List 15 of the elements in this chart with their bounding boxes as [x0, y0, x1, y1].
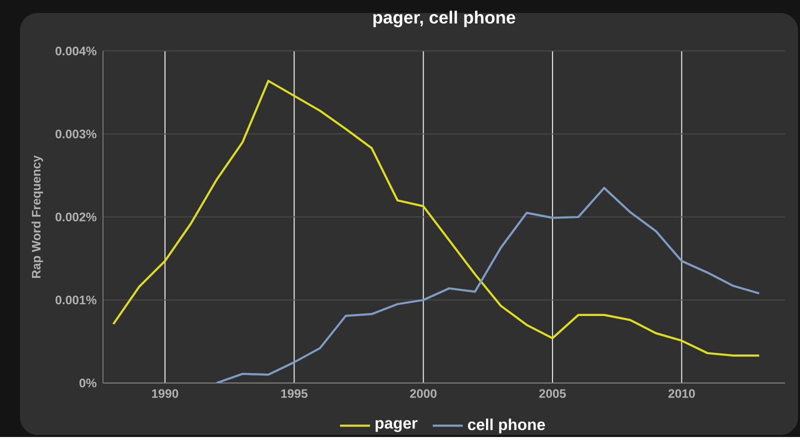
- legend-label: pager: [376, 420, 418, 432]
- y-tick-label: 0.001%: [56, 296, 96, 304]
- x-tick-label: 1995: [281, 389, 308, 398]
- x-tick-label: 2005: [539, 389, 566, 398]
- line-series: [216, 187, 760, 384]
- y-tick-label: 0.002%: [56, 212, 96, 222]
- y-tick-label: 0.003%: [56, 130, 96, 138]
- x-tick-label: 1990: [152, 389, 178, 398]
- y-tick-label: 0%: [80, 378, 96, 388]
- y-tick-label: 0.004%: [56, 46, 96, 56]
- x-tick-label: 2010: [668, 389, 695, 398]
- y-axis-title: Rap Word Frequency: [32, 155, 44, 278]
- legend-label: cell phone: [468, 418, 546, 434]
- chart-title: pager, cell phone: [373, 10, 516, 28]
- x-tick-label: 2000: [410, 389, 437, 398]
